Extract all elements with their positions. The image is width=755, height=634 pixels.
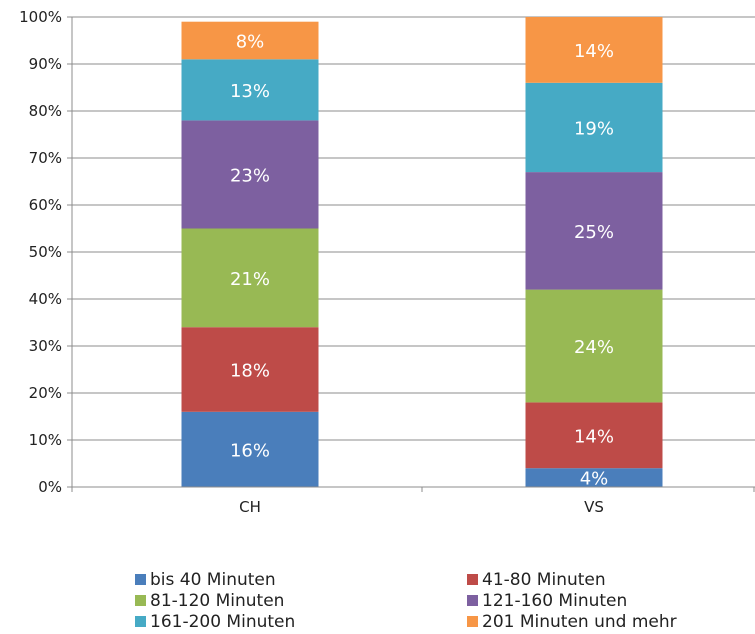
y-tick-label: 80% — [29, 102, 62, 120]
data-label: 19% — [574, 118, 614, 139]
bar-segment — [525, 402, 663, 469]
y-tick-label: 40% — [29, 290, 62, 308]
axes — [71, 17, 755, 492]
data-label: 4% — [580, 469, 609, 490]
data-label: 21% — [230, 269, 270, 290]
data-label: 8% — [236, 32, 265, 53]
y-axis-ticks: 0% 10% 20% 30% 40% 50% 60% 70% 80% 90% 100% — [19, 8, 72, 496]
y-tick-label: 70% — [29, 149, 62, 167]
bar-segment — [525, 82, 663, 173]
category-label: VS — [584, 498, 604, 516]
stacked-bar-chart: 0% 10% 20% 30% 40% 50% 60% 70% 80% 90% 100% 16% 18%… — [19, 8, 755, 516]
bars — [181, 17, 663, 487]
legend-item: 121-160 Minuten — [467, 590, 725, 611]
y-tick-label: 100% — [19, 8, 62, 26]
data-label: 16% — [230, 440, 270, 461]
bar-segment — [525, 172, 663, 290]
y-tick-label: 60% — [29, 196, 62, 214]
data-label: 14% — [574, 41, 614, 62]
bar-segment — [181, 411, 319, 487]
data-labels: 16% 18% 21% 23% 13% 8% 4% 14% 24% 25% 19% 14% — [230, 32, 614, 490]
y-tick-label: 90% — [29, 55, 62, 73]
legend-label: bis 40 Minuten — [150, 569, 276, 590]
legend-item: 161-200 Minuten — [135, 611, 467, 632]
data-label: 25% — [574, 222, 614, 243]
legend: bis 40 Minuten 41-80 Minuten 81-120 Minute… — [135, 569, 725, 632]
bar-segment — [525, 17, 663, 83]
legend-item: 201 Minuten und mehr — [467, 611, 725, 632]
data-label: 24% — [574, 337, 614, 358]
bar-segment — [181, 120, 319, 229]
data-label: 23% — [230, 165, 270, 186]
bar-segment — [525, 289, 663, 403]
y-tick-label: 0% — [38, 478, 62, 496]
category-label: CH — [239, 498, 261, 516]
bar-segment — [181, 228, 319, 328]
legend-swatch — [467, 574, 478, 585]
data-label: 18% — [230, 361, 270, 382]
bar-segment — [181, 327, 319, 412]
legend-swatch — [135, 616, 146, 627]
legend-label: 81-120 Minuten — [150, 590, 285, 611]
legend-item: 41-80 Minuten — [467, 569, 725, 590]
legend-label: 161-200 Minuten — [150, 611, 296, 632]
y-tick-label: 50% — [29, 243, 62, 261]
y-tick-label: 30% — [29, 337, 62, 355]
legend-label: 121-160 Minuten — [482, 590, 628, 611]
legend-label: 41-80 Minuten — [482, 569, 606, 590]
x-axis-categories: CH VS — [239, 498, 604, 516]
bar-segment — [181, 59, 319, 121]
legend-item: 81-120 Minuten — [135, 590, 467, 611]
legend-swatch — [135, 595, 146, 606]
bar-segment — [525, 468, 663, 487]
y-tick-label: 20% — [29, 384, 62, 402]
y-tick-label: 10% — [29, 431, 62, 449]
legend-label: 201 Minuten und mehr — [482, 611, 677, 632]
data-label: 13% — [230, 81, 270, 102]
legend-swatch — [135, 574, 146, 585]
legend-swatch — [467, 595, 478, 606]
legend-item: bis 40 Minuten — [135, 569, 467, 590]
legend-swatch — [467, 616, 478, 627]
bar-segment — [181, 21, 319, 60]
data-label: 14% — [574, 426, 614, 447]
